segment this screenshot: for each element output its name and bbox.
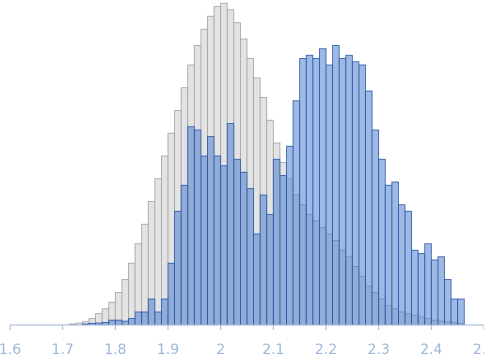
x-tick-label: 2	[216, 342, 225, 358]
histogram-bar	[128, 318, 136, 326]
histogram-bar	[391, 181, 399, 326]
x-tick-label: 1.6	[0, 342, 21, 358]
histogram-bar	[371, 129, 380, 326]
histogram-bar	[193, 129, 202, 326]
histogram-bar	[345, 54, 353, 326]
histogram-bar	[213, 155, 222, 326]
histogram-bar	[444, 279, 452, 326]
histogram-bar	[404, 210, 412, 326]
histogram-bar	[272, 158, 281, 326]
histogram-bar	[351, 61, 360, 326]
histogram-bar	[332, 45, 340, 326]
histogram-bar	[174, 210, 182, 326]
histogram-bar	[398, 204, 406, 326]
histogram-bar	[121, 279, 129, 326]
histogram-bar	[167, 262, 175, 326]
histogram-bar	[147, 298, 156, 326]
histogram-bar	[430, 259, 439, 326]
histogram-bar	[292, 100, 301, 326]
histogram-bar	[246, 188, 254, 326]
histogram-bar	[121, 320, 129, 326]
histogram-bar	[437, 256, 445, 326]
histogram-bar	[417, 253, 426, 326]
histogram-bar	[424, 243, 432, 326]
histogram-bar	[220, 165, 228, 326]
histogram-bar	[325, 64, 333, 326]
histogram-bar	[180, 184, 189, 326]
histogram-bar	[384, 184, 393, 326]
histogram-bar	[411, 249, 419, 326]
histogram-bar	[338, 58, 347, 326]
histogram-bar	[279, 175, 287, 326]
histogram-bar	[299, 58, 307, 326]
histogram-bar	[319, 48, 327, 326]
histogram-bar	[161, 298, 169, 326]
histogram-bar	[187, 126, 195, 326]
x-tick-label: 2.4	[420, 342, 442, 358]
histogram-bar	[128, 262, 136, 326]
histogram-bar	[207, 136, 215, 326]
x-tick-label: 1.8	[104, 342, 126, 358]
histogram-bar	[358, 64, 366, 326]
histogram-bar	[108, 319, 116, 326]
histogram-bar	[305, 54, 314, 326]
x-tick-label: 1.7	[52, 342, 74, 358]
histogram-bar	[259, 194, 268, 326]
histogram-bar	[266, 214, 274, 326]
histogram-bar	[240, 171, 248, 326]
histogram-bar	[253, 233, 261, 326]
histogram-bar	[154, 178, 162, 326]
x-tick-label: 2.1	[262, 342, 284, 358]
x-tick-label: 1.9	[157, 342, 179, 358]
histogram-bar	[114, 319, 123, 326]
histogram-bar	[450, 298, 459, 326]
histogram-bar	[286, 145, 294, 326]
histogram-bar	[154, 311, 162, 326]
histogram-bar	[365, 90, 373, 326]
histogram-bar	[226, 123, 235, 326]
histogram-bar	[312, 58, 320, 326]
x-tick-label: 2.3	[368, 342, 390, 358]
x-tick-label: 2.5	[473, 342, 484, 358]
histogram-bar	[457, 298, 465, 326]
histogram-bar	[378, 158, 386, 326]
histogram-bar	[141, 311, 149, 326]
histogram-bar	[134, 311, 143, 326]
histogram-bar	[233, 158, 241, 326]
histogram-bar	[200, 155, 208, 326]
histogram-bar	[141, 223, 149, 326]
x-tick-label: 2.2	[315, 342, 337, 358]
